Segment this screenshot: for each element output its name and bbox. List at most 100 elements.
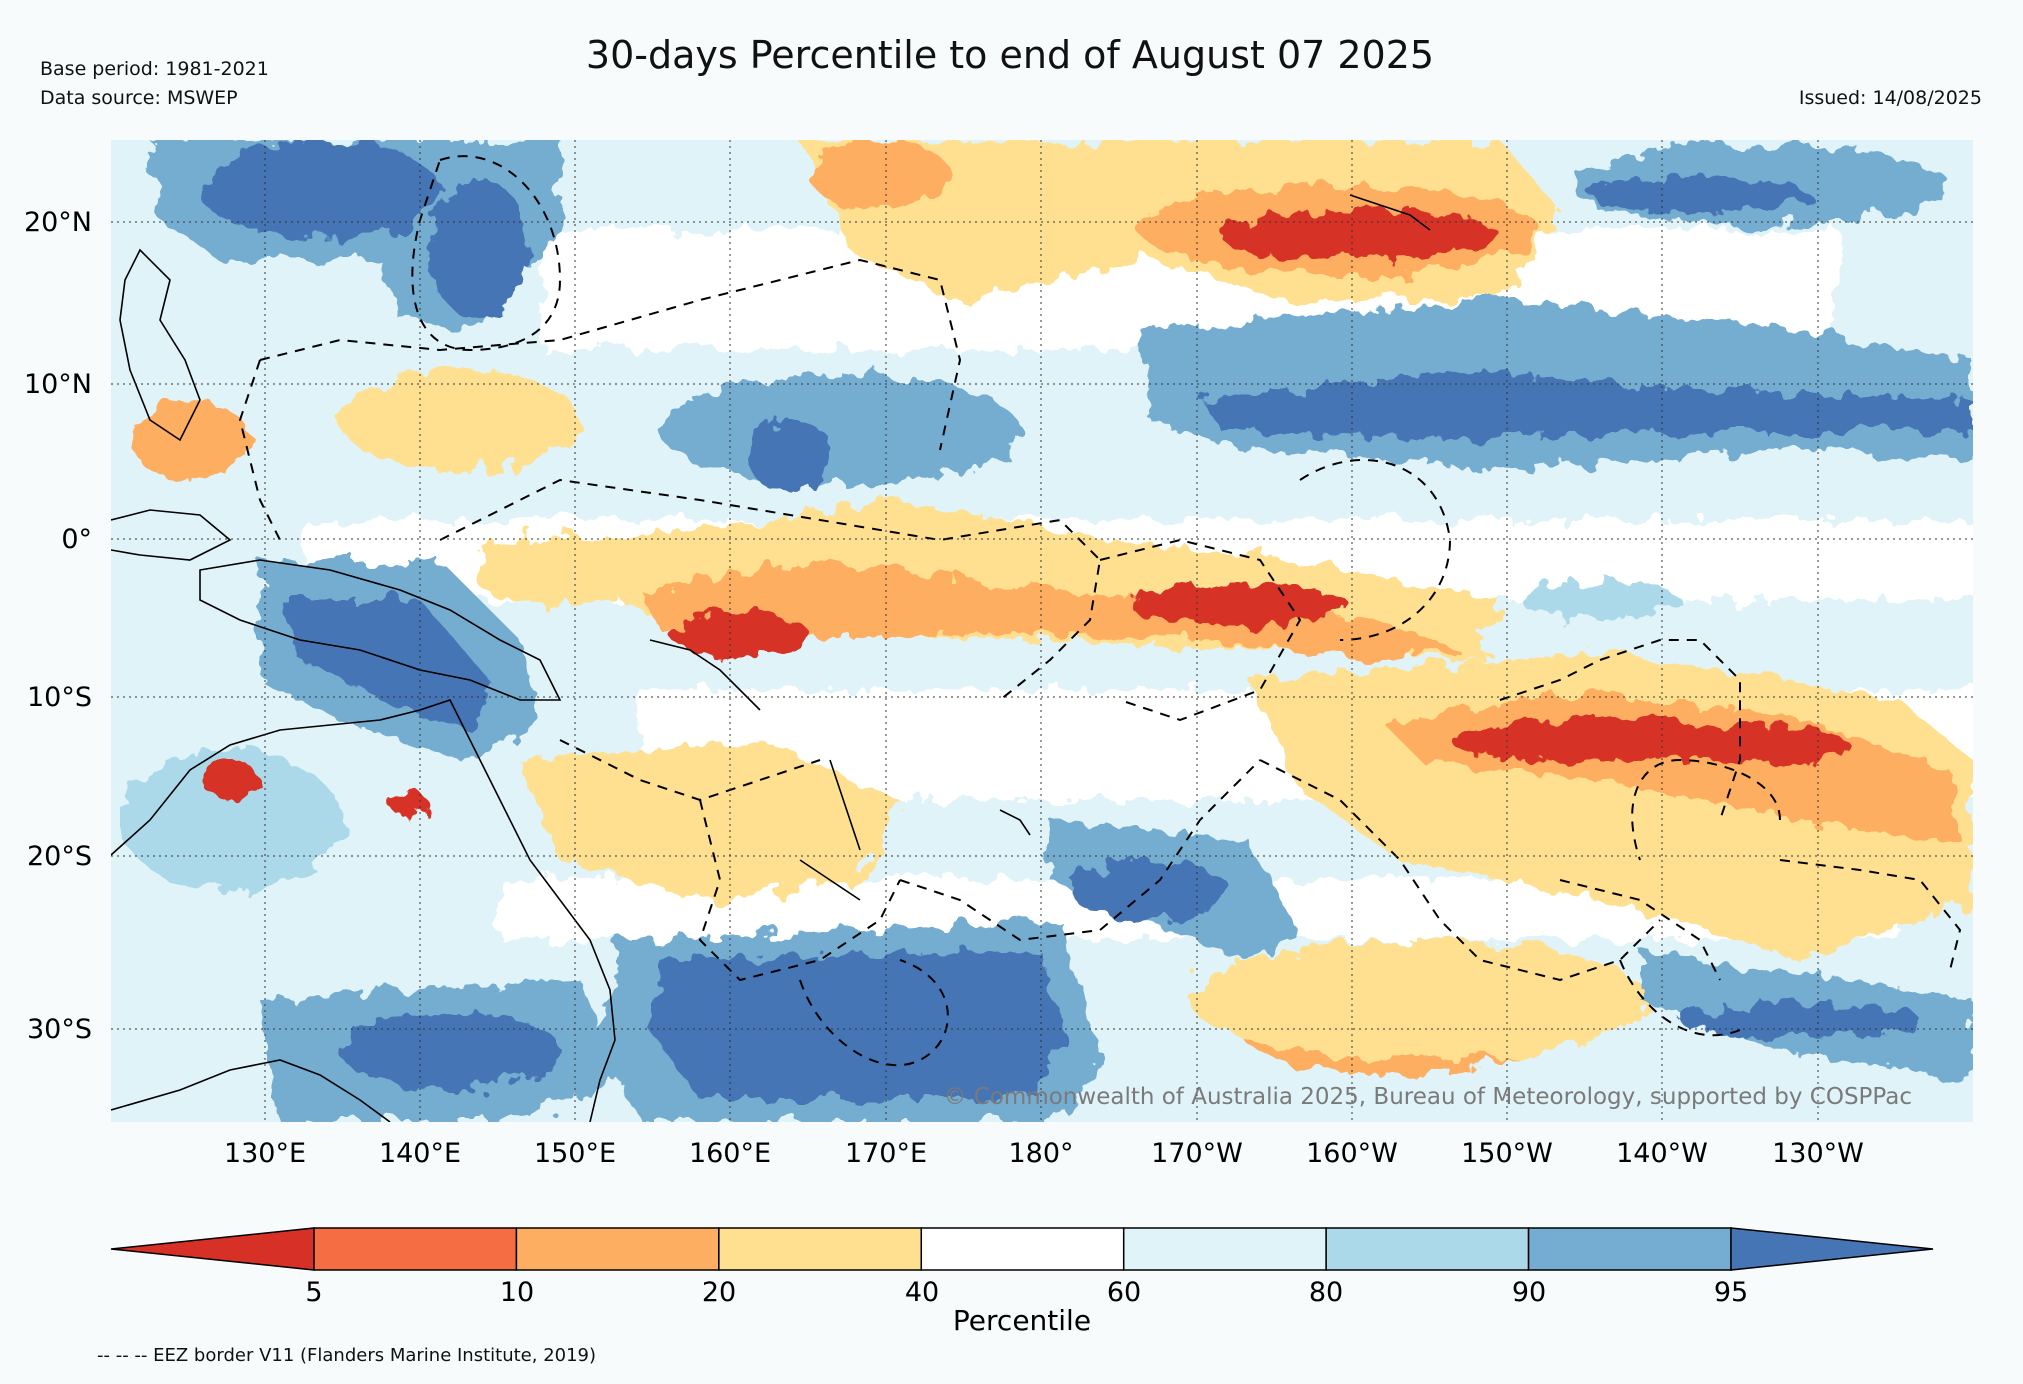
colorbar-segment bbox=[920, 1227, 1125, 1271]
eez-border bbox=[698, 799, 901, 982]
colorbar-segment bbox=[718, 1227, 923, 1271]
colorbar-segment bbox=[515, 1227, 720, 1271]
lat-label: 20°N bbox=[24, 207, 92, 238]
lon-label: 130°E bbox=[224, 1138, 306, 1169]
lon-label: 160°E bbox=[689, 1138, 771, 1169]
eez-border bbox=[439, 478, 1102, 701]
wet-nw-core-1 bbox=[200, 140, 440, 240]
lat-label: 20°S bbox=[27, 841, 92, 872]
map-area: © Commonwealth of Australia 2025, Bureau… bbox=[111, 140, 1973, 1122]
eez-border bbox=[1631, 758, 1781, 861]
eez-border bbox=[238, 359, 281, 541]
lat-label: 0° bbox=[61, 524, 92, 555]
lat-label: 10°N bbox=[24, 369, 92, 400]
new-caledonia bbox=[799, 859, 861, 901]
wet-nw-core-2 bbox=[430, 180, 530, 320]
lon-label: 150°W bbox=[1461, 1138, 1553, 1169]
wet-south-central-core bbox=[1070, 860, 1230, 920]
dry-equatorial-core bbox=[640, 560, 1460, 660]
wet-equatorial-east bbox=[1520, 580, 1680, 620]
graticule bbox=[111, 140, 1973, 1122]
lon-label: 160°W bbox=[1306, 1138, 1398, 1169]
eez-border bbox=[899, 759, 1261, 942]
lon-label: 170°W bbox=[1151, 1138, 1243, 1169]
dry-sw-extreme-east bbox=[1670, 727, 1850, 763]
eez-border bbox=[1299, 459, 1452, 641]
wet-png-core bbox=[280, 600, 490, 730]
dry-equatorial-extreme-west bbox=[670, 613, 810, 657]
colorbar-high-extension bbox=[1730, 1227, 1934, 1271]
dry-coral-sea bbox=[520, 740, 900, 900]
eez-border bbox=[1259, 759, 1661, 982]
dry-equatorial-extreme-east bbox=[1130, 585, 1350, 625]
lat-label: 30°S bbox=[27, 1014, 92, 1045]
eez-border bbox=[1559, 879, 1721, 981]
eez-border bbox=[411, 155, 562, 352]
eez-border bbox=[1779, 859, 1962, 971]
colorbar-tick: 60 bbox=[1107, 1277, 1141, 1308]
colorbar-ticks: 5 10 20 40 60 80 90 95 bbox=[305, 1277, 1748, 1308]
dry-cape-york-spot bbox=[392, 791, 428, 819]
dry-philippines bbox=[130, 400, 250, 480]
colorbar-label: Percentile bbox=[953, 1304, 1091, 1337]
dry-sw-extreme bbox=[1450, 718, 1750, 762]
wet-se-core bbox=[1680, 1002, 1920, 1038]
wet-ne-core bbox=[1590, 177, 1810, 213]
wet-central-core bbox=[745, 420, 835, 490]
dry-australia-spot bbox=[202, 760, 258, 800]
lon-label: 130°W bbox=[1772, 1138, 1864, 1169]
colorbar-segment bbox=[313, 1227, 518, 1271]
dry-south-pacific-yellow bbox=[1190, 940, 1650, 1060]
eez-border bbox=[1099, 538, 1302, 722]
colorbar: 5 10 20 40 60 80 90 95 Percentile bbox=[110, 1227, 1934, 1337]
dry-micronesia bbox=[340, 370, 580, 470]
australia-south-coast bbox=[111, 1059, 391, 1122]
colorbar-tick: 90 bbox=[1512, 1277, 1546, 1308]
wet-sw-core bbox=[340, 1010, 560, 1090]
colorbar-segment bbox=[1527, 1227, 1732, 1271]
indonesia-coastline bbox=[111, 509, 232, 561]
lon-label: 140°E bbox=[379, 1138, 461, 1169]
wet-australia-coast-light bbox=[120, 750, 340, 890]
colorbar-tick: 10 bbox=[500, 1277, 534, 1308]
fiji-islands bbox=[999, 809, 1031, 836]
longitude-labels: 130°E 140°E 150°E 160°E 170°E 180° 170°W… bbox=[224, 1138, 1864, 1169]
colorbar-tick: 95 bbox=[1714, 1277, 1748, 1308]
philippines-coastline bbox=[119, 248, 201, 442]
lon-label: 180° bbox=[1008, 1138, 1073, 1169]
solomon-islands bbox=[649, 639, 761, 711]
eez-border bbox=[1619, 959, 1741, 1037]
dry-north-orange-west bbox=[810, 140, 950, 210]
wet-central-north bbox=[660, 375, 1020, 485]
new-guinea-coastline bbox=[199, 559, 562, 701]
wet-tasman-core bbox=[650, 950, 1070, 1100]
issued-date-label: Issued: 14/08/2025 bbox=[1799, 87, 1982, 109]
lat-label: 10°S bbox=[27, 682, 92, 713]
colorbar-low-extension bbox=[110, 1227, 315, 1271]
eez-border-note: -- -- -- EEZ border V11 (Flanders Marine… bbox=[97, 1345, 596, 1366]
colorbar-segments bbox=[313, 1227, 1732, 1271]
dry-north-extreme bbox=[1220, 210, 1500, 260]
wet-itcz-core bbox=[1200, 370, 1973, 440]
data-source-label: Data source: MSWEP bbox=[40, 87, 238, 109]
vanuatu-islands bbox=[829, 759, 861, 851]
percentile-field bbox=[120, 140, 1973, 1122]
lon-label: 170°E bbox=[845, 1138, 927, 1169]
eez-borders bbox=[238, 155, 1962, 1067]
coastlines bbox=[111, 194, 1431, 1122]
lon-label: 140°W bbox=[1616, 1138, 1708, 1169]
latitude-labels: 20°N 10°N 0° 10°S 20°S 30°S bbox=[24, 207, 92, 1045]
eez-border bbox=[259, 258, 962, 451]
australia-coastline bbox=[111, 699, 616, 1122]
colorbar-tick: 40 bbox=[905, 1277, 939, 1308]
colorbar-tick: 5 bbox=[305, 1277, 322, 1308]
colorbar-segment bbox=[1325, 1227, 1530, 1271]
copyright-notice: © Commonwealth of Australia 2025, Bureau… bbox=[943, 1084, 1912, 1110]
chart-title: 30-days Percentile to end of August 07 2… bbox=[586, 33, 1434, 77]
colorbar-segment bbox=[1122, 1227, 1327, 1271]
colorbar-tick: 80 bbox=[1309, 1277, 1343, 1308]
eez-border bbox=[799, 959, 949, 1067]
base-period-label: Base period: 1981-2021 bbox=[40, 58, 269, 80]
